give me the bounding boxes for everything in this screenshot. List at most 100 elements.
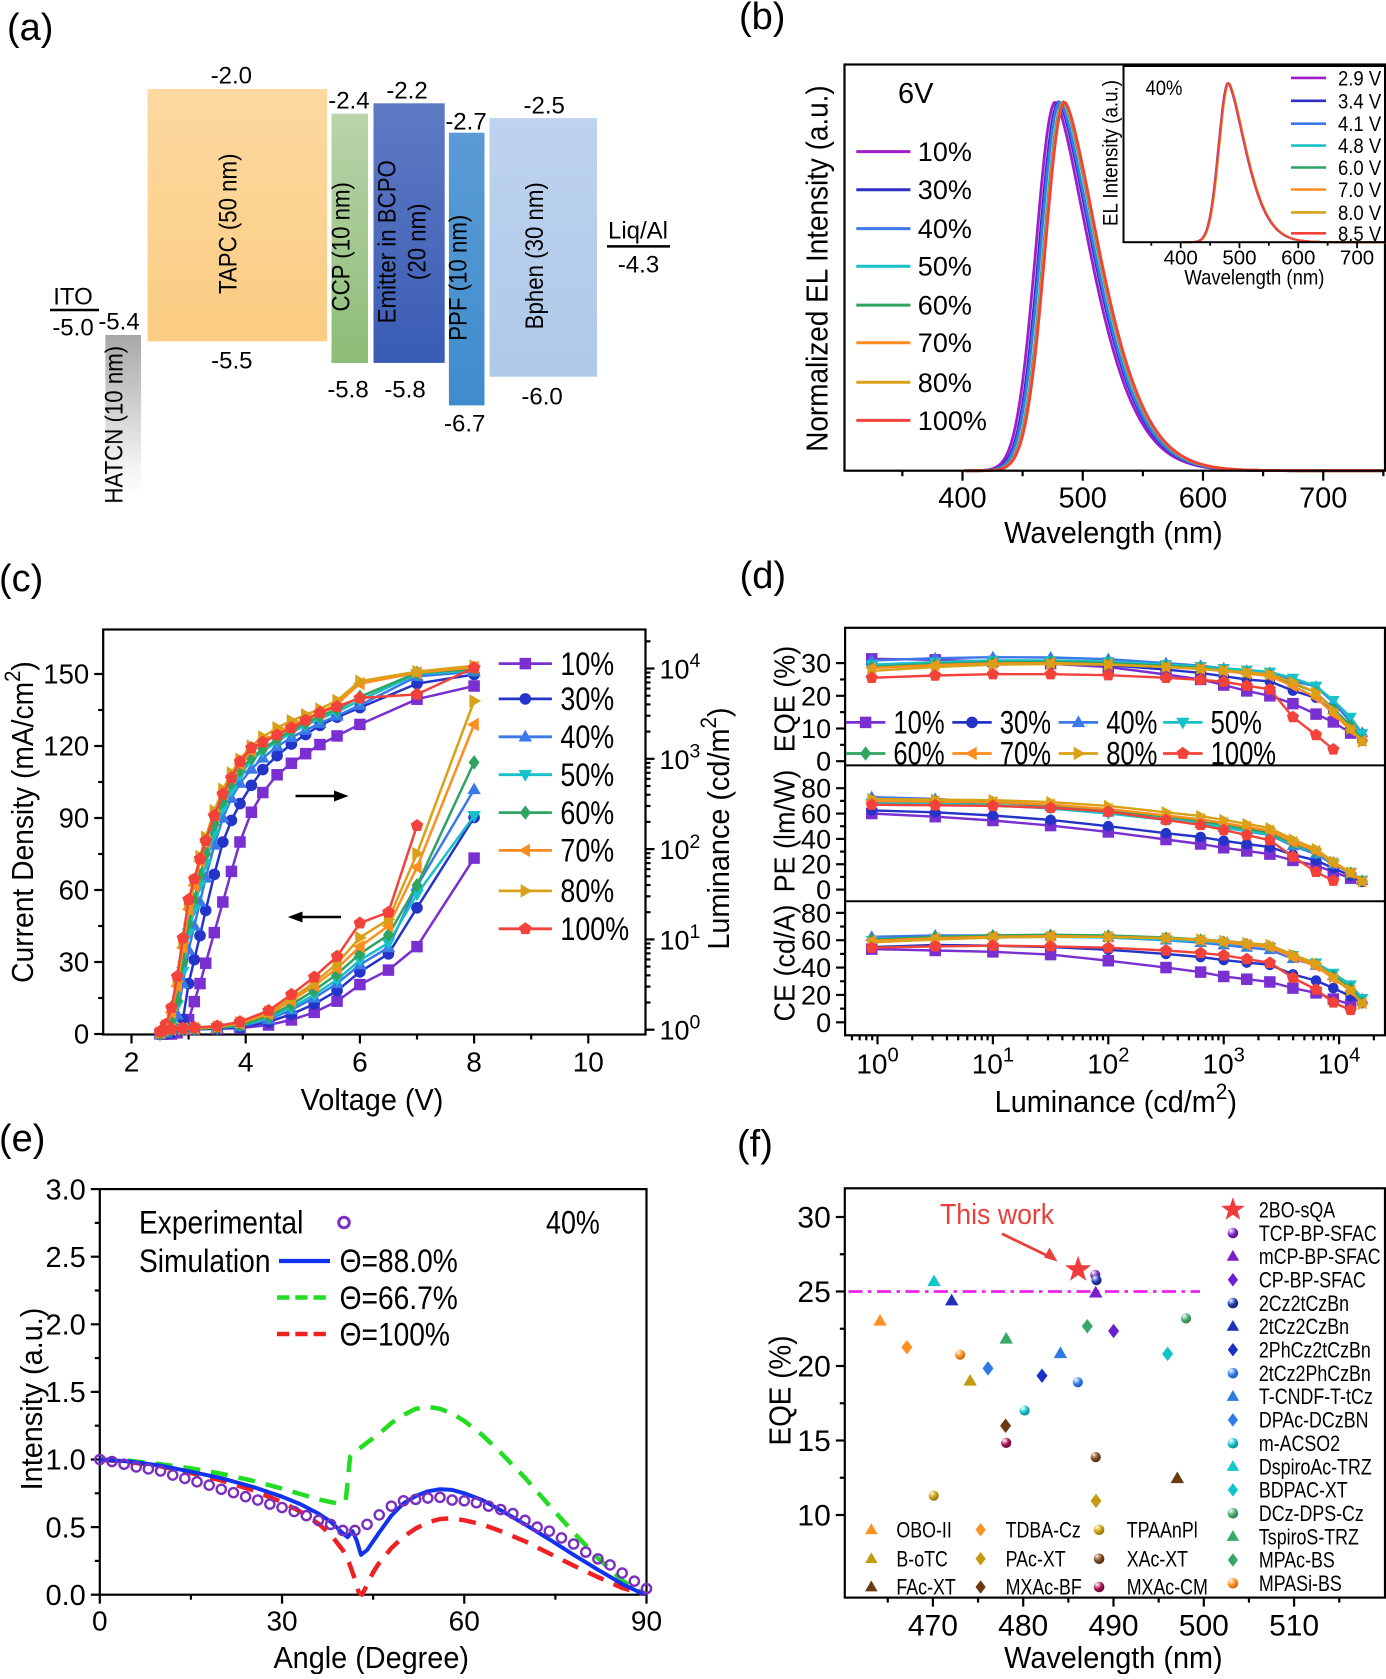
svg-text:0: 0 [816, 747, 831, 777]
svg-text:Θ=100%: Θ=100% [340, 1317, 450, 1353]
svg-text:1.5: 1.5 [45, 1377, 85, 1409]
svg-text:30: 30 [59, 947, 90, 978]
svg-text:20: 20 [801, 681, 831, 711]
svg-text:TAPC (50 nm): TAPC (50 nm) [215, 153, 243, 294]
svg-text:): ) [701, 707, 736, 717]
svg-text:10: 10 [573, 1047, 604, 1078]
svg-text:CCP (10 nm): CCP (10 nm) [328, 182, 356, 311]
svg-text:470: 470 [908, 1610, 958, 1643]
svg-text:Intensity (a.u.): Intensity (a.u.) [14, 1308, 49, 1491]
svg-text:PE (lm/W): PE (lm/W) [770, 770, 802, 893]
svg-text:2PhCz2tCzBn: 2PhCz2tCzBn [1259, 1338, 1371, 1363]
svg-text:60: 60 [801, 926, 831, 956]
svg-text:80: 80 [801, 774, 831, 804]
svg-text:60: 60 [449, 1606, 480, 1637]
svg-text:100%: 100% [1211, 736, 1276, 772]
svg-text:1.0: 1.0 [45, 1445, 85, 1477]
svg-text:(a): (a) [7, 7, 53, 49]
svg-text:101: 101 [972, 1045, 1014, 1080]
svg-text:103: 103 [1203, 1045, 1245, 1080]
svg-text:0: 0 [74, 1019, 89, 1050]
svg-text:CE (cd/A): CE (cd/A) [770, 905, 802, 1022]
svg-text:90: 90 [59, 803, 90, 834]
svg-text:0.0: 0.0 [45, 1580, 85, 1612]
svg-text:2.5: 2.5 [45, 1242, 85, 1274]
svg-text:CP-BP-SFAC: CP-BP-SFAC [1259, 1267, 1366, 1292]
svg-text:MPAc-BS: MPAc-BS [1259, 1548, 1335, 1573]
svg-text:TCP-BP-SFAC: TCP-BP-SFAC [1259, 1221, 1377, 1246]
svg-text:30: 30 [797, 1202, 830, 1235]
svg-text:600: 600 [1281, 247, 1315, 270]
svg-text:-5.8: -5.8 [327, 376, 368, 403]
svg-text:PPF (10 nm): PPF (10 nm) [445, 215, 473, 341]
svg-text:-5.8: -5.8 [384, 376, 425, 403]
svg-text:10: 10 [797, 1500, 830, 1533]
svg-text:2BO-sQA: 2BO-sQA [1259, 1197, 1336, 1222]
svg-text:50%: 50% [918, 252, 972, 282]
svg-text:Experimental: Experimental [139, 1205, 303, 1241]
svg-text:2: 2 [696, 717, 721, 729]
svg-text:(c): (c) [0, 558, 43, 600]
svg-text:70%: 70% [918, 328, 972, 358]
svg-text:(d): (d) [740, 555, 786, 597]
svg-text:This work: This work [940, 1199, 1055, 1231]
svg-text:500: 500 [1179, 1610, 1229, 1643]
svg-text:2tCz2PhCzBn: 2tCz2PhCzBn [1259, 1361, 1371, 1386]
svg-text:102: 102 [660, 831, 701, 865]
svg-text:510: 510 [1269, 1610, 1319, 1643]
svg-text:4.1 V: 4.1 V [1338, 112, 1382, 136]
svg-text:-6.0: -6.0 [521, 383, 562, 410]
svg-text:Wavelength (nm): Wavelength (nm) [1004, 515, 1222, 550]
svg-text:MXAc-BF: MXAc-BF [1006, 1575, 1082, 1600]
svg-text:2.0: 2.0 [45, 1309, 85, 1341]
svg-text:Voltage (V): Voltage (V) [301, 1082, 444, 1117]
svg-text:Luminance (cd/m: Luminance (cd/m [701, 729, 736, 950]
svg-text:DPAc-DCzBN: DPAc-DCzBN [1259, 1408, 1369, 1433]
svg-text:0: 0 [92, 1606, 108, 1637]
svg-text:20: 20 [801, 850, 831, 880]
svg-text:101: 101 [660, 921, 701, 955]
svg-text:2.9 V: 2.9 V [1338, 66, 1382, 90]
svg-text:400: 400 [1164, 247, 1198, 270]
svg-text:2: 2 [1216, 1079, 1228, 1104]
svg-text:MXAc-CM: MXAc-CM [1127, 1575, 1208, 1600]
svg-text:15: 15 [797, 1425, 830, 1458]
svg-text:104: 104 [660, 650, 701, 684]
svg-text:40%: 40% [546, 1205, 600, 1241]
svg-text:-2.2: -2.2 [386, 77, 427, 104]
svg-text:DspiroAc-TRZ: DspiroAc-TRZ [1259, 1454, 1372, 1479]
svg-text:80%: 80% [1106, 736, 1157, 772]
svg-text:TDBA-Cz: TDBA-Cz [1006, 1518, 1081, 1543]
svg-text:80%: 80% [560, 873, 614, 909]
svg-text:-2.0: -2.0 [211, 62, 252, 89]
svg-text:2tCz2CzBn: 2tCz2CzBn [1259, 1314, 1349, 1339]
svg-text:40: 40 [801, 953, 831, 983]
svg-text:70%: 70% [560, 833, 614, 869]
svg-text:30: 30 [266, 1606, 297, 1637]
svg-text:Liq/Al: Liq/Al [608, 217, 668, 244]
svg-text:OBO-II: OBO-II [896, 1518, 951, 1543]
svg-text:100: 100 [660, 1011, 701, 1045]
svg-text:2: 2 [0, 671, 25, 682]
svg-text:(f): (f) [737, 1124, 773, 1166]
svg-text:TPAAnPl: TPAAnPl [1127, 1518, 1198, 1543]
svg-text:-5.0: -5.0 [52, 314, 93, 341]
svg-text:40%: 40% [560, 719, 614, 755]
svg-text:150: 150 [43, 659, 89, 690]
svg-text:30%: 30% [918, 175, 972, 205]
svg-text:Θ=88.0%: Θ=88.0% [340, 1243, 458, 1279]
svg-text:60%: 60% [893, 736, 944, 772]
svg-text:40%: 40% [918, 214, 972, 244]
svg-text:XAc-XT: XAc-XT [1127, 1547, 1188, 1572]
svg-text:EL Intensity (a.u.): EL Intensity (a.u.) [1099, 80, 1123, 226]
svg-text:4.8 V: 4.8 V [1338, 134, 1382, 158]
svg-text:MPASi-BS: MPASi-BS [1259, 1571, 1342, 1596]
svg-text:0: 0 [816, 1008, 831, 1038]
svg-text:-2.5: -2.5 [524, 92, 565, 119]
svg-text:30: 30 [801, 649, 831, 679]
svg-text:70%: 70% [1000, 736, 1051, 772]
svg-text:25: 25 [797, 1276, 830, 1309]
svg-text:60%: 60% [560, 795, 614, 831]
svg-text:6V: 6V [898, 78, 934, 110]
svg-text:400: 400 [938, 483, 986, 515]
